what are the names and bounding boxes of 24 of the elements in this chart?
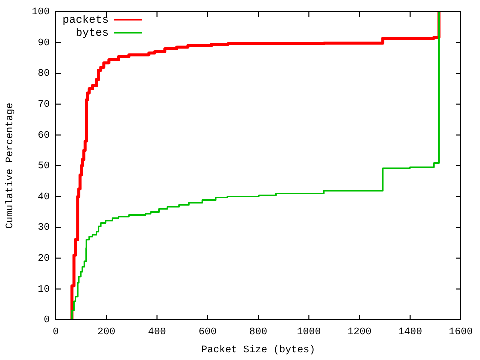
x-tick-label: 800 <box>249 328 268 339</box>
text: packets <box>62 14 109 27</box>
y-tick-label: 40 <box>38 192 50 204</box>
y-tick-label: 100 <box>32 8 50 19</box>
y-tick-label: 60 <box>38 130 50 142</box>
x-tick-label: 1200 <box>348 328 372 339</box>
x-tick-label: 600 <box>198 328 217 339</box>
y-axis-title: Cumulative Percentage <box>4 102 17 230</box>
x-tick-label: 200 <box>98 328 116 339</box>
x-tick-label: 400 <box>148 328 166 339</box>
y-tick-label: 0 <box>44 316 50 327</box>
y-tick-label: 30 <box>38 223 50 234</box>
y-tick-label: 50 <box>38 162 50 173</box>
x-tick-label: 1600 <box>448 328 474 339</box>
y-tick-label: 70 <box>38 100 50 112</box>
x-tick-label: 1400 <box>398 328 422 339</box>
y-tick-label: 90 <box>38 38 50 50</box>
y-tick-label: 80 <box>38 69 50 80</box>
x-tick-label: 0 <box>52 328 60 339</box>
y-tick-label: 20 <box>38 254 50 266</box>
legend-label: bytes <box>76 28 109 40</box>
x-axis-title: Packet Size (bytes) <box>201 344 316 357</box>
y-tick-label: 10 <box>38 284 50 296</box>
x-tick-label: 1000 <box>297 328 322 339</box>
